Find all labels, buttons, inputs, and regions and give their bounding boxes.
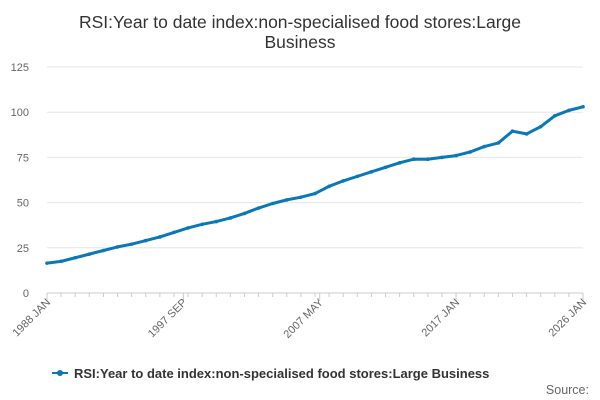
x-tick-label: 2026 JAN xyxy=(546,297,589,340)
x-tick-label: 1997 SEP xyxy=(146,297,190,341)
data-point[interactable] xyxy=(567,108,571,113)
data-point[interactable] xyxy=(270,201,275,206)
data-point[interactable] xyxy=(256,206,261,210)
x-tick-label: 2017 JAN xyxy=(420,297,463,340)
data-point[interactable] xyxy=(496,141,501,145)
y-tick-label: 50 xyxy=(17,198,29,210)
x-tick-label: 2007 MAY xyxy=(282,296,327,341)
data-point[interactable] xyxy=(186,226,190,230)
data-point[interactable] xyxy=(214,219,219,224)
data-point[interactable] xyxy=(200,222,204,227)
data-point[interactable] xyxy=(510,129,515,133)
data-point[interactable] xyxy=(355,174,360,179)
y-tick-label: 100 xyxy=(11,107,29,119)
gridlines xyxy=(47,66,583,249)
data-point[interactable] xyxy=(73,255,78,260)
data-point[interactable] xyxy=(143,238,148,243)
data-point[interactable] xyxy=(411,157,416,162)
data-point[interactable] xyxy=(59,259,63,264)
data-point[interactable] xyxy=(524,132,529,136)
data-point[interactable] xyxy=(228,216,233,220)
data-point[interactable] xyxy=(299,195,303,199)
data-point[interactable] xyxy=(284,198,289,202)
data-point[interactable] xyxy=(45,261,49,265)
data-point[interactable] xyxy=(383,165,388,170)
series-line-0 xyxy=(45,105,585,265)
data-point[interactable] xyxy=(581,104,585,109)
legend-swatch-marker xyxy=(57,370,63,376)
y-tick-label: 125 xyxy=(11,62,29,74)
data-point[interactable] xyxy=(426,157,430,162)
data-point[interactable] xyxy=(369,170,374,174)
y-tick-label: 25 xyxy=(17,243,29,255)
data-point[interactable] xyxy=(87,252,92,256)
data-point[interactable] xyxy=(115,245,120,249)
x-axis-ticks: 1988 JAN 1997 SEP 2007 MAY 2017 JAN 2026 JAN xyxy=(10,293,589,341)
data-point[interactable] xyxy=(538,124,543,129)
y-tick-label: 0 xyxy=(23,288,29,300)
data-point[interactable] xyxy=(158,235,162,239)
data-point[interactable] xyxy=(172,230,176,235)
legend[interactable]: RSI:Year to date index:non-specialised f… xyxy=(52,366,489,381)
data-point[interactable] xyxy=(440,155,444,160)
data-point[interactable] xyxy=(129,242,134,246)
y-axis-ticks: 0 25 50 75 100 125 xyxy=(11,62,29,300)
series-layer xyxy=(45,104,585,265)
data-point[interactable] xyxy=(242,211,247,216)
y-tick-label: 75 xyxy=(17,152,29,164)
x-tick-label: 1988 JAN xyxy=(10,297,53,340)
data-point[interactable] xyxy=(552,114,557,118)
data-point[interactable] xyxy=(482,144,487,149)
chart-title-line-1: RSI:Year to date index:non-specialised f… xyxy=(79,12,521,32)
data-point[interactable] xyxy=(327,184,331,189)
data-point[interactable] xyxy=(101,248,106,253)
data-point[interactable] xyxy=(454,153,458,158)
data-point[interactable] xyxy=(468,150,472,154)
legend-label: RSI:Year to date index:non-specialised f… xyxy=(74,366,489,381)
data-point[interactable] xyxy=(313,191,317,196)
data-point[interactable] xyxy=(397,161,402,165)
source-label: Source: xyxy=(546,383,589,397)
chart-title-line-2: Business xyxy=(264,32,335,52)
data-point[interactable] xyxy=(341,179,346,183)
